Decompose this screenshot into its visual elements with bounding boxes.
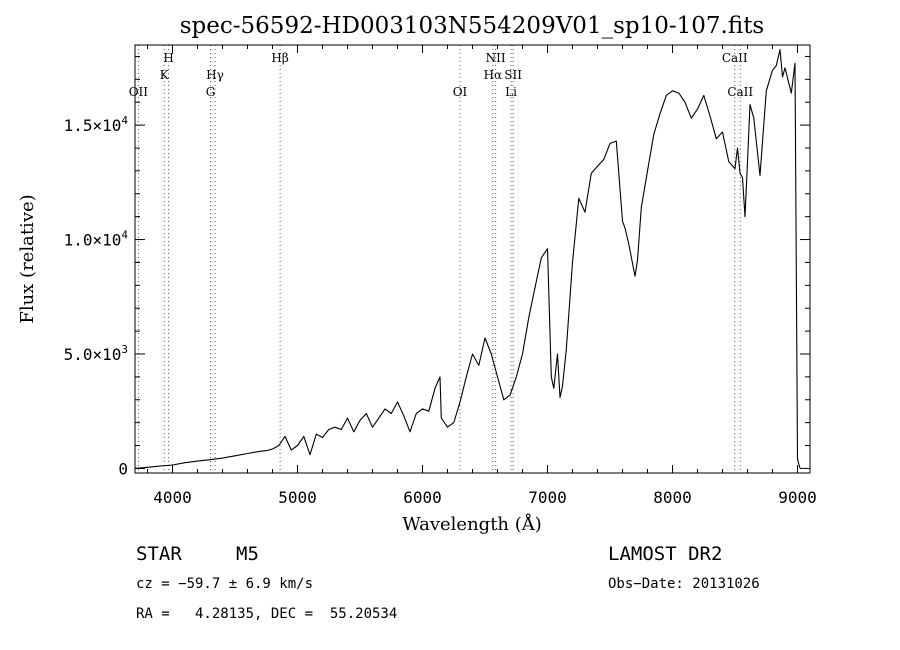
plot-frame (134, 44, 811, 474)
survey-name: LAMOST DR2 (608, 543, 723, 565)
line-marker-label: G (206, 85, 216, 99)
line-marker-label: SII (504, 68, 522, 82)
y-axis: 0 5.0×103 1.0×104 1.5×104 (64, 55, 810, 478)
spectrum-series (134, 49, 801, 469)
x-tick-label: 5000 (278, 488, 317, 507)
line-marker-label: H (163, 51, 173, 65)
x-axis-label: Wavelength (Å) (402, 513, 542, 535)
spectrum-line-0 (134, 49, 801, 469)
x-tick-label: 6000 (403, 488, 442, 507)
object-subclass: M5 (236, 543, 259, 565)
line-marker-label: K (160, 68, 170, 82)
line-marker-label: Hβ (271, 51, 288, 65)
object-class: STAR (136, 543, 182, 565)
line-marker-label: Li (505, 85, 517, 99)
line-marker-label: CaII (722, 51, 748, 65)
y-tick-label: 5.0×103 (64, 343, 128, 364)
x-tick-label: 7000 (528, 488, 567, 507)
x-tick-label: 9000 (778, 488, 817, 507)
line-marker-label: OII (129, 85, 149, 99)
x-tick-label: 8000 (653, 488, 692, 507)
coordinates: RA = 4.28135, DEC = 55.20534 (136, 606, 398, 622)
y-tick-label: 0 (118, 459, 128, 478)
y-tick-label: 1.0×104 (64, 229, 129, 250)
y-tick-label: 1.5×104 (64, 114, 129, 135)
chart-title: spec-56592-HD003103N554209V01_sp10-107.f… (180, 13, 765, 39)
line-marker-label: CaII (727, 85, 753, 99)
observation-date: Obs−Date: 20131026 (608, 576, 760, 592)
line-marker-label: Hγ (206, 68, 224, 82)
x-tick-label: 4000 (153, 488, 192, 507)
line-marker-label: OI (453, 85, 468, 99)
x-axis: 4000 5000 6000 7000 8000 9000 (147, 45, 817, 507)
line-marker-label: Hα (484, 68, 503, 82)
line-marker-label: NII (486, 51, 506, 65)
emission-line-markers: OII KH G Hγ Hβ OI Hα NII Li SII CaII CaII (129, 45, 753, 473)
redshift-velocity: cz = −59.7 ± 6.9 km/s (136, 576, 314, 592)
y-axis-label: Flux (relative) (17, 194, 38, 323)
